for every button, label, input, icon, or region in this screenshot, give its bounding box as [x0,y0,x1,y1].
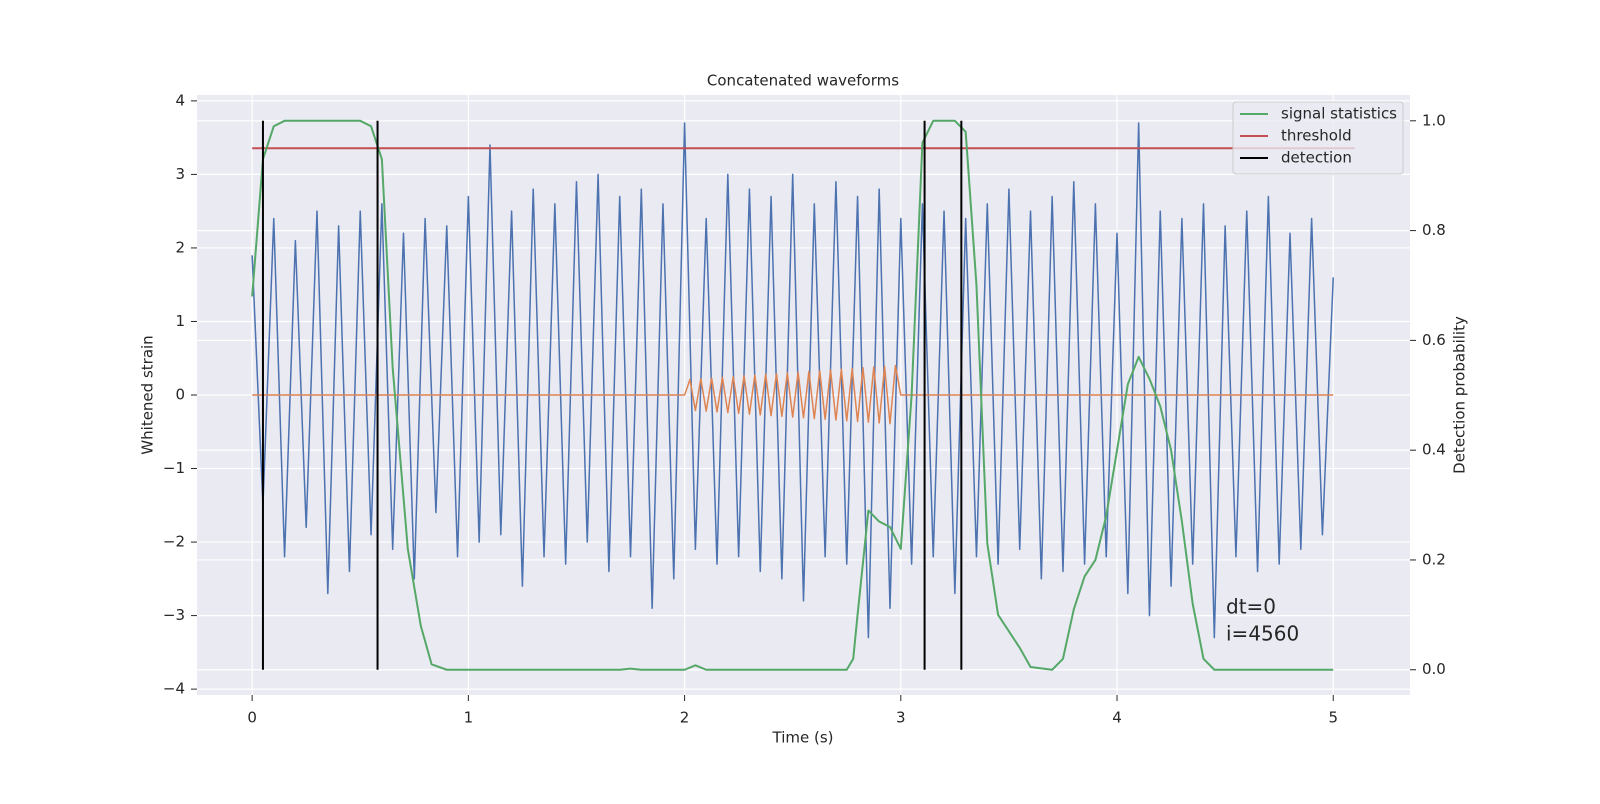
x-tick-label: 1 [464,709,474,727]
legend-label: detection [1281,149,1352,167]
legend: signal statistics threshold detection [1232,101,1404,175]
y2-axis-label: Detection probability [1451,316,1469,474]
y-tick-label: −4 [163,680,185,698]
y2-tick-label: 0.2 [1422,550,1446,568]
y-tick-label: 2 [175,238,185,256]
y-tick-label: 4 [175,91,185,109]
y-tick-label: −2 [163,533,185,551]
y2-tick-label: 0.4 [1422,441,1446,459]
legend-label: threshold [1281,127,1352,145]
series-line [251,122,1334,639]
x-tick-label: 3 [896,709,906,727]
y-tick-label: 0 [175,386,185,404]
marks [251,119,1355,671]
y2-tick-label: 0.6 [1422,331,1446,349]
y2-tick-label: 0.0 [1422,660,1446,678]
annotation: i=4560 [1226,622,1299,646]
x-tick-label: 2 [680,709,690,727]
y2-tick-label: 1.0 [1422,111,1446,129]
ticks: 0 1 2 3 4 5 −4 −3 −2 −1 0 1 2 3 4 0.0 0.2 0.4 0.6 0.8 1.0 [163,91,1446,726]
series-line [252,364,1334,425]
x-tick-label: 4 [1112,709,1122,727]
y-tick-label: −1 [163,459,185,477]
x-axis-label: Time (s) [772,729,834,747]
legend-box [1232,101,1404,175]
legend-label: signal statistics [1281,105,1397,123]
y-tick-label: −3 [163,606,185,624]
y-tick-label: 3 [175,165,185,183]
x-tick-label: 5 [1328,709,1338,727]
y2-tick-label: 0.8 [1422,221,1446,239]
y-tick-label: 1 [175,312,185,330]
chart-title: Concatenated waveforms [707,72,899,90]
x-tick-label: 0 [247,709,257,727]
series-line [251,119,1334,671]
annotation: dt=0 [1226,595,1276,619]
y-axis-label: Whitened strain [139,335,157,454]
